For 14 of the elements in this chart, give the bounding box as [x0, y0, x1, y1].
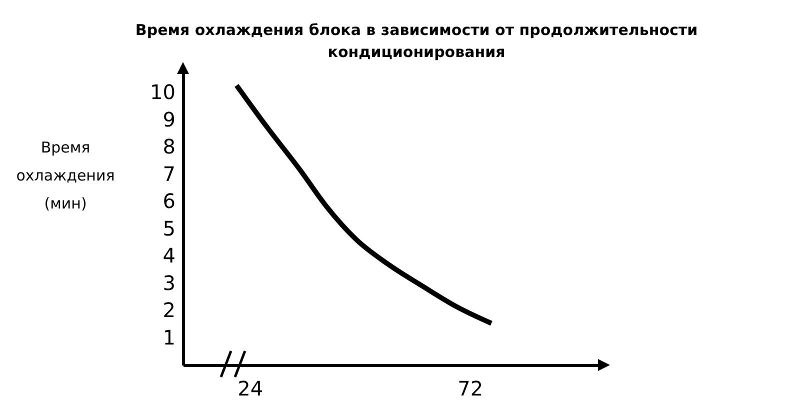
- y-tick-label: 7: [162, 162, 176, 186]
- y-tick-label: 1: [162, 325, 176, 350]
- y-tick-label: 8: [162, 134, 176, 159]
- y-axis-title: Время охлаждения (мин): [16, 138, 115, 212]
- x-tick-label: 24: [238, 376, 264, 400]
- chart-title: Время охлаждения блока в зависимости от продолжительности кондиционирования: [135, 21, 698, 61]
- x-tick-label: 72: [458, 376, 484, 400]
- y-tick-label: 6: [162, 189, 176, 214]
- y-tick-label: 9: [162, 107, 176, 132]
- y-tick-label: 3: [162, 270, 176, 295]
- y-tick-label: 2: [162, 298, 176, 322]
- y-tick-label: 4: [162, 244, 176, 268]
- y-tick-label: 5: [162, 216, 176, 240]
- y-tick-label: 10: [150, 80, 176, 104]
